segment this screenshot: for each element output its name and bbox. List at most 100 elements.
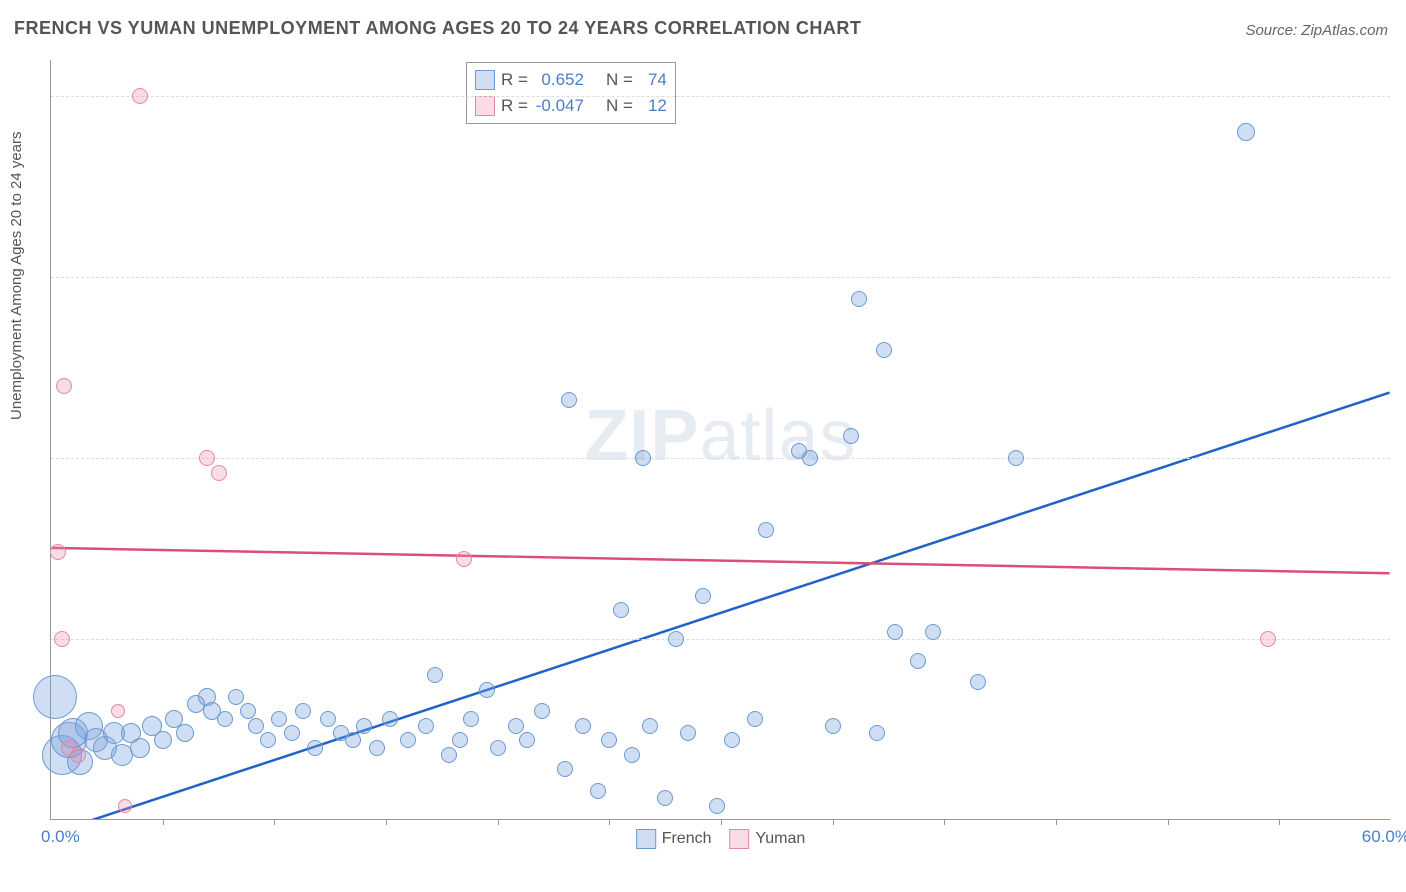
data-point <box>240 703 256 719</box>
x-tick <box>163 819 164 825</box>
data-point <box>284 725 300 741</box>
data-point <box>132 88 148 104</box>
series-swatch <box>475 96 495 116</box>
data-point <box>601 732 617 748</box>
x-tick <box>498 819 499 825</box>
legend-label: French <box>662 830 712 848</box>
data-point <box>211 465 227 481</box>
data-point <box>613 602 629 618</box>
data-point <box>825 718 841 734</box>
n-label: N = <box>606 70 633 90</box>
data-point <box>400 732 416 748</box>
data-point <box>130 738 150 758</box>
data-point <box>709 798 725 814</box>
data-point <box>1237 123 1255 141</box>
data-point <box>356 718 372 734</box>
source-attribution: Source: ZipAtlas.com <box>1245 22 1388 39</box>
gridline <box>51 639 1390 640</box>
data-point <box>519 732 535 748</box>
data-point <box>534 703 550 719</box>
r-label: R = <box>501 70 528 90</box>
legend-swatch <box>636 829 656 849</box>
legend-item: French <box>636 829 712 849</box>
data-point <box>199 450 215 466</box>
data-point <box>320 711 336 727</box>
data-point <box>668 631 684 647</box>
y-tick-label: 50.0% <box>1398 448 1406 468</box>
data-point <box>154 731 172 749</box>
plot-area: ZIPatlas 0.0% 60.0% R =0.652N =74R =-0.0… <box>50 60 1390 820</box>
data-point <box>590 783 606 799</box>
data-point <box>307 740 323 756</box>
data-point <box>248 718 264 734</box>
data-point <box>176 724 194 742</box>
data-point <box>260 732 276 748</box>
gridline <box>51 458 1390 459</box>
data-point <box>463 711 479 727</box>
data-point <box>624 747 640 763</box>
data-point <box>1260 631 1276 647</box>
data-point <box>56 378 72 394</box>
data-point <box>1008 450 1024 466</box>
data-point <box>118 799 132 813</box>
data-point <box>758 522 774 538</box>
r-label: R = <box>501 96 528 116</box>
data-point <box>508 718 524 734</box>
data-point <box>50 544 66 560</box>
data-point <box>561 392 577 408</box>
gridline <box>51 96 1390 97</box>
legend: French Yuman <box>636 829 806 849</box>
legend-label: Yuman <box>755 830 805 848</box>
series-swatch <box>475 70 495 90</box>
y-tick-label: 100.0% <box>1398 86 1406 106</box>
x-axis-min-label: 0.0% <box>41 827 80 847</box>
data-point <box>876 342 892 358</box>
legend-item: Yuman <box>729 829 805 849</box>
data-point <box>70 747 86 763</box>
data-point <box>802 450 818 466</box>
data-point <box>228 689 244 705</box>
correlation-stats-box: R =0.652N =74R =-0.047N =12 <box>466 62 676 124</box>
data-point <box>843 428 859 444</box>
data-point <box>271 711 287 727</box>
data-point <box>970 674 986 690</box>
n-value: 74 <box>639 70 667 90</box>
data-point <box>747 711 763 727</box>
x-tick <box>944 819 945 825</box>
x-tick <box>721 819 722 825</box>
x-tick <box>1279 819 1280 825</box>
data-point <box>925 624 941 640</box>
data-point <box>657 790 673 806</box>
r-value: 0.652 <box>534 70 584 90</box>
data-point <box>910 653 926 669</box>
y-tick-label: 75.0% <box>1398 267 1406 287</box>
data-point <box>479 682 495 698</box>
x-tick <box>1056 819 1057 825</box>
y-tick-label: 25.0% <box>1398 629 1406 649</box>
data-point <box>418 718 434 734</box>
trend-line <box>51 548 1389 573</box>
data-point <box>887 624 903 640</box>
data-point <box>427 667 443 683</box>
n-value: 12 <box>639 96 667 116</box>
x-tick <box>609 819 610 825</box>
data-point <box>382 711 398 727</box>
data-point <box>54 631 70 647</box>
data-point <box>695 588 711 604</box>
data-point <box>680 725 696 741</box>
data-point <box>724 732 740 748</box>
data-point <box>851 291 867 307</box>
watermark-light: atlas <box>699 395 856 475</box>
data-point <box>441 747 457 763</box>
x-tick <box>386 819 387 825</box>
stats-row: R = 0.652 N = 74 <box>475 67 667 93</box>
data-point <box>642 718 658 734</box>
legend-swatch <box>729 829 749 849</box>
data-point <box>295 703 311 719</box>
x-axis-max-label: 60.0% <box>1362 827 1406 847</box>
data-point <box>490 740 506 756</box>
data-point <box>369 740 385 756</box>
data-point <box>557 761 573 777</box>
gridline <box>51 277 1390 278</box>
watermark: ZIPatlas <box>584 394 856 476</box>
